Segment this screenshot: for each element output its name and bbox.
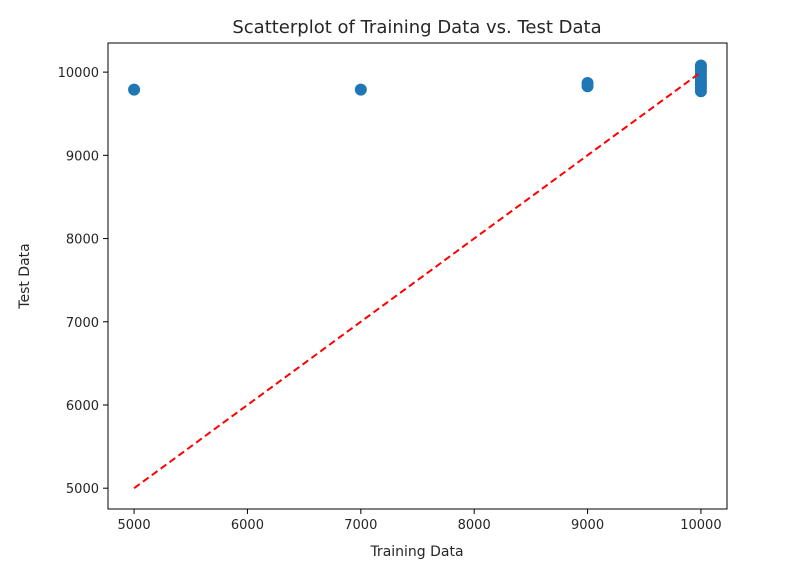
scatter-point — [128, 83, 141, 96]
x-tick-label: 5000 — [118, 518, 151, 533]
scatter-point — [354, 83, 367, 96]
reference-line — [133, 71, 702, 490]
y-axis-label: Test Data — [17, 243, 33, 309]
y-tick-label: 5000 — [66, 482, 99, 497]
scatter-point — [694, 59, 707, 72]
plot-frame — [107, 42, 728, 510]
x-tick-label: 9000 — [571, 518, 604, 533]
y-tick-label: 10000 — [58, 66, 99, 81]
data-marks — [128, 59, 707, 490]
chart-title: Scatterplot of Training Data vs. Test Da… — [232, 17, 601, 38]
y-axis: 5000 6000 7000 8000 9000 10000 — [58, 66, 108, 497]
y-tick-label: 6000 — [66, 399, 99, 414]
x-tick-label: 7000 — [344, 518, 377, 533]
y-tick-label: 9000 — [66, 149, 99, 164]
x-tick-label: 10000 — [680, 518, 721, 533]
scatter-point — [581, 76, 594, 89]
x-tick-label: 8000 — [458, 518, 491, 533]
y-tick-label: 7000 — [66, 316, 99, 331]
x-axis-label: Training Data — [369, 544, 463, 560]
x-axis: 5000 6000 7000 8000 9000 10000 — [118, 509, 722, 533]
x-tick-label: 6000 — [231, 518, 264, 533]
y-tick-label: 8000 — [66, 233, 99, 248]
